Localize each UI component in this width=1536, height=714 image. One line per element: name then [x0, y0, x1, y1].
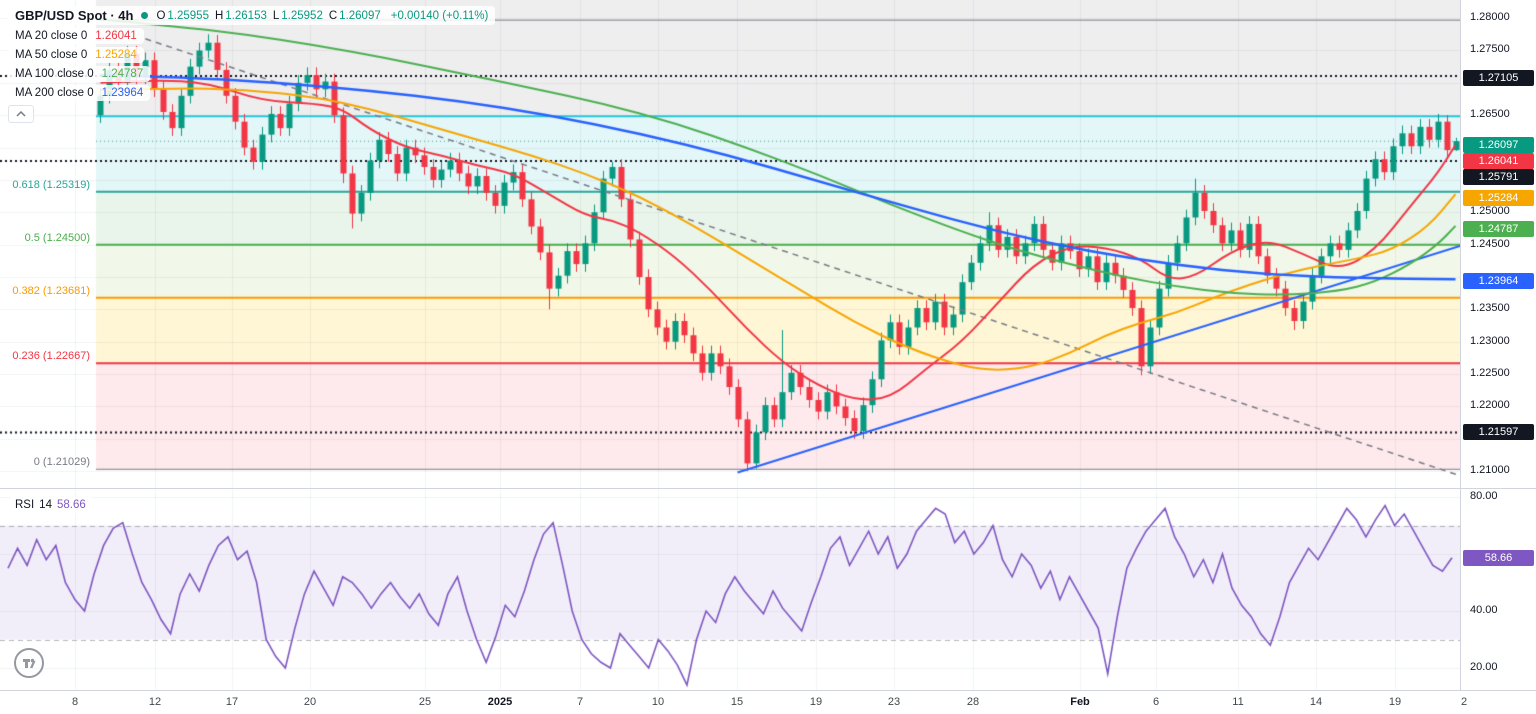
market-status-icon: [141, 12, 149, 19]
price-axis-label: 1.23000: [1470, 334, 1510, 347]
time-axis-label: Feb: [1070, 696, 1090, 708]
symbol-title: GBP/USD Spot · 4h: [15, 8, 134, 23]
price-axis-label: 1.22500: [1470, 367, 1510, 380]
ma-value: 1.25284: [95, 49, 137, 61]
price-axis-badge: 1.26097: [1463, 137, 1534, 153]
rsi-axis-badge: 58.66: [1463, 549, 1534, 566]
time-axis-label: 25: [418, 696, 432, 708]
fib-level-label: 0 (1.21029): [33, 456, 90, 469]
price-change: +0.00140 (+0.11%): [390, 9, 489, 22]
ohlc-open: O 1.25955: [156, 9, 209, 22]
time-axis-label: 19: [809, 696, 823, 708]
fib-level-label: 0.618 (1.25319): [12, 178, 90, 191]
legend-collapse-button[interactable]: [8, 105, 34, 123]
rsi-axis-label: 20.00: [1470, 661, 1498, 673]
price-axis-badge: 1.21597: [1463, 424, 1534, 440]
price-axis-label: 1.23500: [1470, 302, 1510, 315]
legend-ma-row[interactable]: MA 200 close 0 1.23964: [8, 85, 151, 101]
price-axis-badge: 1.27105: [1463, 70, 1534, 86]
legend-ma-row[interactable]: MA 100 close 0 1.24787: [8, 66, 151, 82]
ohlc-close: C 1.26097: [328, 9, 381, 22]
legend-ma-row[interactable]: MA 50 close 0 1.25284: [8, 47, 144, 63]
rsi-axis-label: 40.00: [1470, 604, 1498, 616]
rsi-title: RSI: [15, 499, 35, 511]
time-axis-label: 11: [1232, 696, 1244, 708]
price-axis-label: 1.26500: [1470, 108, 1510, 121]
legend-ma-row[interactable]: MA 20 close 0 1.26041: [8, 28, 144, 44]
price-axis-label: 1.24500: [1470, 237, 1510, 250]
rsi-legend-row[interactable]: RSI 14 58.66: [8, 497, 93, 513]
price-axis-label: 1.21000: [1470, 464, 1510, 477]
rsi-period: 14: [39, 499, 52, 511]
time-axis[interactable]: 8 12 17 20 25 2025 7 10 15 19 23 28 Feb 6 11 14 19 2: [0, 690, 1536, 714]
time-axis-label: 28: [966, 696, 980, 708]
price-chart-canvas[interactable]: [0, 0, 1460, 488]
price-axis-badge: 1.24787: [1463, 221, 1534, 237]
rsi-value: 58.66: [56, 499, 86, 511]
time-axis-label: 23: [887, 696, 901, 708]
time-axis-label: 20: [303, 696, 317, 708]
pane-divider[interactable]: [0, 488, 1536, 489]
price-axis-badge: 1.26041: [1463, 153, 1534, 169]
tradingview-logo[interactable]: [14, 648, 44, 678]
time-axis-label: 10: [651, 696, 665, 708]
price-axis-label: 1.25000: [1470, 205, 1510, 218]
rsi-axis-label: 80.00: [1470, 490, 1498, 502]
time-axis-label: 19: [1388, 696, 1402, 708]
tradingview-logo-icon: [23, 658, 36, 668]
fib-level-label: 0.382 (1.23681): [12, 284, 90, 297]
ma-legend-rows: MA 20 close 0 1.26041 MA 50 close 0 1.25284…: [8, 28, 495, 101]
price-pane: 0.618 (1.25319) 0.5 (1.24500) 0.382 (1.236…: [0, 0, 1460, 488]
time-axis-label: 7: [576, 696, 584, 708]
time-axis-label: 2: [1460, 696, 1468, 708]
fib-level-label: 0.5 (1.24500): [24, 231, 90, 244]
ma-label: MA 200 close 0: [15, 87, 94, 99]
time-axis-label: 17: [225, 696, 239, 708]
ma-value: 1.26041: [95, 30, 137, 42]
chart-legend: GBP/USD Spot · 4h O 1.25955 H 1.26153 L …: [8, 6, 496, 123]
symbol-legend-row[interactable]: GBP/USD Spot · 4h O 1.25955 H 1.26153 L …: [8, 6, 496, 25]
ma-label: MA 100 close 0: [15, 68, 94, 80]
fib-level-label: 0.236 (1.22667): [12, 350, 90, 363]
ohlc-high: H 1.26153: [214, 9, 267, 22]
time-axis-label: 15: [730, 696, 744, 708]
price-axis-badge: 1.23964: [1463, 273, 1534, 289]
ohlc-low: L 1.25952: [272, 9, 323, 22]
rsi-pane: RSI 14 58.66: [0, 489, 1460, 690]
time-axis-label: 12: [148, 696, 162, 708]
ma-label: MA 50 close 0: [15, 49, 88, 61]
ma-label: MA 20 close 0: [15, 30, 88, 42]
price-axis-label: 1.27500: [1470, 43, 1510, 56]
price-axis-badge: 1.25284: [1463, 190, 1534, 206]
rsi-chart-canvas[interactable]: [0, 489, 1460, 690]
price-axis-badge: 1.25791: [1463, 169, 1534, 185]
time-axis-label: 6: [1152, 696, 1160, 708]
ma-value: 1.23964: [101, 87, 144, 99]
price-axis[interactable]: 1.28000 1.27500 1.26500 1.25000 1.24500 1.235…: [1460, 0, 1536, 690]
time-axis-label: 8: [71, 696, 79, 708]
time-axis-label: 2025: [487, 696, 513, 708]
price-axis-label: 1.28000: [1470, 11, 1510, 24]
ma-value: 1.24787: [101, 68, 144, 80]
time-axis-label: 14: [1309, 696, 1323, 708]
price-axis-label: 1.22000: [1470, 399, 1510, 412]
chevron-up-icon: [16, 111, 26, 117]
